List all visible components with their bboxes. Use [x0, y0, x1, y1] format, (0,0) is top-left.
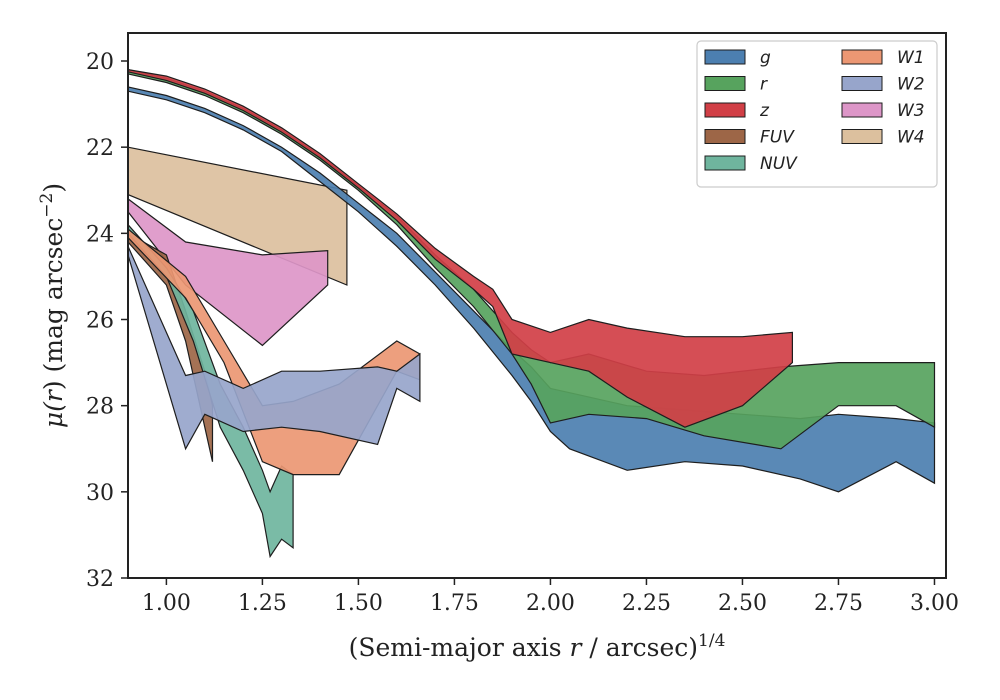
legend-swatch-nuv: [704, 155, 746, 171]
legend-label-r: r: [760, 75, 768, 95]
legend-swatch-r: [704, 76, 746, 91]
band-w2: [127, 246, 421, 451]
band-z: [127, 68, 794, 428]
x-tick-label: 2.25: [622, 591, 671, 616]
x-tick-label: 1.50: [334, 591, 383, 616]
legend: grz FUV NUV W1 W2 W3 W4: [696, 40, 938, 188]
x-tick-label: 2.75: [814, 591, 863, 616]
y-axis-label: μ(r) (mag arcsec−2): [37, 183, 68, 428]
x-tick-label: 1.75: [430, 591, 479, 616]
legend-swatch-z: [704, 102, 746, 118]
legend-label-w1: W1: [897, 48, 925, 68]
legend-label-z: z: [759, 101, 770, 121]
y-tick-label: 22: [86, 136, 114, 161]
y-tick-label: 32: [86, 567, 114, 592]
x-tick-label: 1.00: [142, 591, 191, 616]
legend-label-w3: W3: [897, 101, 925, 121]
y-tick-label: 26: [86, 309, 114, 334]
y-tick-label: 30: [86, 481, 114, 506]
y-tick-label: 24: [86, 222, 114, 247]
legend-swatch-w2: [841, 76, 883, 91]
legend-swatch-fuv: [704, 129, 746, 144]
band-g: [127, 86, 936, 493]
y-tick-label: 28: [86, 395, 114, 420]
y-axis-ticks: 20 22 24 26 28 30 32: [86, 50, 128, 592]
legend-swatch-w1: [841, 49, 883, 65]
series-bands: [127, 68, 936, 559]
legend-swatch-w3: [841, 102, 883, 118]
x-tick-label: 1.25: [238, 591, 287, 616]
x-axis-label: (Semi-major axis r / arcsec)1/4: [349, 631, 726, 662]
x-tick-label: 3.00: [910, 591, 959, 616]
legend-swatch-g: [704, 49, 746, 65]
band-w3: [127, 197, 329, 347]
x-axis-ticks: 1.00 1.25 1.50 1.75 2.00 2.25 2.50 2.75 3.00: [142, 578, 959, 616]
x-tick-label: 2.00: [526, 591, 575, 616]
y-tick-label: 20: [86, 50, 114, 75]
x-tick-label: 2.50: [718, 591, 767, 616]
legend-label-fuv: FUV: [760, 128, 795, 148]
legend-label-nuv: NUV: [760, 154, 798, 174]
legend-label-w4: W4: [897, 128, 925, 148]
legend-swatch-w4: [841, 129, 883, 144]
legend-label-g: g: [760, 48, 771, 68]
legend-label-w2: W2: [897, 75, 925, 95]
plot-frame: [127, 32, 947, 579]
